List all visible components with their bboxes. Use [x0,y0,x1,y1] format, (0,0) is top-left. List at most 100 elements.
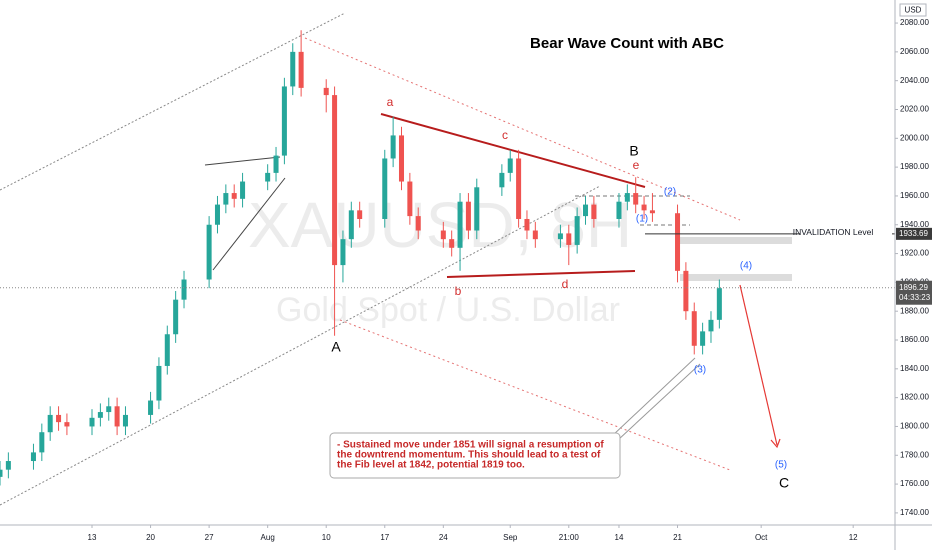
candle-body [181,279,187,300]
candle-body [382,158,388,219]
x-tick-label: Aug [261,533,275,542]
candle-body [691,311,697,346]
trend-line [204,156,281,166]
candle-body [89,417,95,427]
note-line: the downtrend momentum. This should lead… [337,450,601,461]
countdown-label: 04:33:23 [899,293,931,302]
wave-label: (4) [740,261,752,272]
candle-body [516,158,522,219]
projection-arrow [739,284,778,446]
candle-body [56,414,62,423]
wave-label: (3) [694,365,706,376]
x-tick-label: 21:00 [559,533,580,542]
candle-body [231,193,237,199]
candle-body [214,204,220,225]
candle-body [716,288,722,320]
candle-body [398,135,405,182]
last-price-tag [896,280,932,305]
candle-body [649,210,655,214]
candle-body [265,172,271,182]
y-tick-label: 1920.00 [900,249,929,258]
connector [617,363,701,441]
candle-body [700,331,706,346]
candle-body [156,365,162,401]
watermark: XAUUSD, 8H [248,189,632,261]
candle-body [106,406,112,413]
y-tick-label: 1840.00 [900,364,929,373]
currency-box [899,3,927,17]
x-axis-area [0,525,932,550]
candle-body [323,87,329,96]
candle-body [332,95,338,266]
connector [611,357,696,437]
candle-body [574,216,580,245]
plot: INVALIDATION Level [0,30,895,486]
candle-body [440,230,446,240]
candle-body [415,216,421,231]
candle-body [30,452,36,462]
zone [680,237,792,244]
x-tick-label: 20 [146,533,155,542]
candle-body [64,422,70,427]
wave-label: B [629,143,638,159]
x-tick-label: Oct [755,533,768,542]
channel-line [304,37,741,221]
candle-body [591,204,597,219]
wave-label: b [455,284,462,298]
candle-body [39,432,45,453]
overlay: 1740.00 1760.00 1780.00 1800.00 1820.00 1840.… [88,18,932,542]
note-line: the Fib level at 1842, potential 1819 to… [337,460,525,471]
currency-label: USD [905,6,922,15]
x-tick-label: 27 [205,533,214,542]
invalidation-label-bg [800,226,892,240]
y-tick-label: 1980.00 [900,162,929,171]
y-tick-label: 2080.00 [900,18,929,27]
candle-body [683,270,689,312]
invalidation-tag [896,227,932,240]
y-tick-label: 1820.00 [900,393,929,402]
channel-line [0,12,346,191]
x-tick-label: 13 [88,533,97,542]
wave-label: d [562,277,569,291]
x-tick-label: 12 [849,533,858,542]
candle-body [507,158,513,173]
note-line: - Sustained move under 1851 will signal … [337,440,604,451]
zone [680,274,792,281]
candle-body [122,414,128,427]
wave-label: (5) [775,460,787,471]
candle-body [641,204,647,211]
drawings [0,12,792,506]
candle-body [348,210,354,240]
candle-body [624,193,630,202]
candle-body [298,51,304,88]
candle-body [557,233,563,240]
wave-label: (2) [664,187,676,198]
candle-body [357,210,363,219]
y-tick-label: 1780.00 [900,450,929,459]
candle-body [474,187,480,231]
candle-body [164,334,170,366]
candle-body [47,414,53,433]
candle-body [675,213,681,271]
y-tick-label: 2000.00 [900,133,929,142]
candle-body [5,461,11,470]
last-price-label: 1896.29 [899,283,928,292]
y-tick-label: 2020.00 [900,105,929,114]
candle-body [633,193,639,205]
trend-line [212,177,286,271]
wave-label: A [331,339,341,355]
candle-body [281,86,287,156]
candle-body [390,135,396,159]
y-tick-label: 1940.00 [900,220,929,229]
channel-line [0,185,601,506]
x-tick-label: 10 [322,533,331,542]
candle-body [223,193,229,205]
candle-body [290,51,296,87]
triangle-line [380,113,646,188]
x-tick-label: 24 [439,533,448,542]
note-box [329,432,621,479]
arrow-head [770,438,781,449]
triangle-line [446,270,636,278]
wave-label: e [633,158,640,172]
